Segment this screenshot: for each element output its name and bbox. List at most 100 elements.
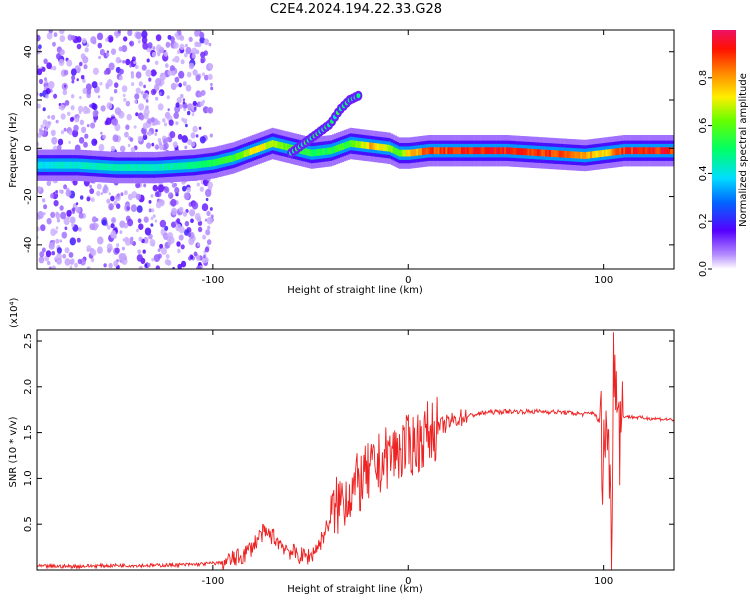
- speckle-mark: [68, 252, 74, 258]
- y-tick-label: 0.5: [23, 516, 34, 532]
- y-tick-label: 2.5: [23, 333, 34, 349]
- speckle-mark: [89, 184, 92, 189]
- x-tick-label: -100: [202, 576, 225, 587]
- ridge-core-mark: [449, 147, 452, 155]
- speckle-mark: [176, 97, 182, 104]
- ridge-core-mark: [191, 161, 194, 169]
- ridge-core-mark: [337, 144, 341, 152]
- speckle-mark: [145, 99, 149, 103]
- speckle-mark: [110, 223, 115, 229]
- speckle-mark: [114, 31, 119, 37]
- ridge-core-mark: [76, 161, 79, 169]
- speckle-mark: [82, 56, 89, 64]
- ridge-core-mark: [85, 162, 88, 170]
- colorbar-tick-label: 0.2: [698, 213, 709, 229]
- speckle-mark: [182, 101, 186, 105]
- figure-title: C2E4.2024.194.22.33.G28: [269, 2, 443, 17]
- speckle-mark: [164, 186, 170, 194]
- speckle-mark: [146, 58, 150, 63]
- ridge-core-mark: [394, 147, 397, 155]
- speckle-mark: [127, 218, 134, 227]
- speckle-mark: [78, 137, 85, 144]
- ridge-core-mark: [209, 159, 212, 167]
- speckle-mark: [90, 36, 97, 44]
- ridge-core-mark: [312, 149, 315, 157]
- ridge-core-mark: [410, 149, 413, 157]
- speckle-mark: [86, 124, 90, 128]
- speckle-mark: [66, 111, 71, 117]
- speckle-mark: [105, 37, 109, 42]
- speckle-mark: [124, 131, 129, 138]
- ridge-core-mark: [666, 147, 669, 155]
- ridge-core-mark: [400, 149, 403, 157]
- speckle-mark: [119, 145, 126, 153]
- ridge-core-mark: [187, 162, 190, 169]
- colorbar-tick-label: 0.6: [698, 118, 709, 134]
- speckle-mark: [79, 195, 84, 200]
- speckle-mark: [138, 81, 143, 87]
- speckle-mark: [151, 51, 157, 58]
- speckle-mark: [167, 241, 172, 246]
- speckle-mark: [202, 234, 207, 240]
- speckle-mark: [51, 265, 56, 269]
- ridge-core-mark: [429, 147, 432, 155]
- speckle-mark: [37, 186, 42, 192]
- speckle-mark: [63, 217, 70, 226]
- speckle-mark: [96, 190, 101, 197]
- speckle-mark: [122, 60, 125, 64]
- speckle-mark: [182, 185, 187, 192]
- ridge-core-mark: [158, 164, 161, 171]
- ridge-core-mark: [101, 163, 104, 171]
- ridge-core-mark: [672, 147, 674, 155]
- ridge-core-mark: [515, 147, 518, 155]
- speckle-mark: [154, 219, 158, 223]
- speckle-mark: [166, 95, 170, 100]
- ridge-core-mark: [80, 162, 83, 169]
- ridge-core-mark: [597, 150, 600, 158]
- ridge-core-mark: [599, 150, 602, 157]
- speckle-mark: [182, 211, 188, 217]
- speckle-mark: [125, 124, 130, 130]
- speckle-mark: [125, 58, 131, 66]
- speckle-mark: [120, 192, 124, 197]
- speckle-mark: [51, 136, 58, 145]
- speckle-mark: [209, 207, 213, 211]
- ridge-core-mark: [68, 161, 71, 169]
- speckle-mark: [145, 69, 152, 77]
- speckle-mark: [69, 265, 73, 269]
- speckle-mark: [145, 105, 149, 110]
- ridge-core-mark: [523, 148, 526, 156]
- ridge-core-mark: [590, 151, 593, 159]
- ridge-core-mark: [443, 147, 446, 155]
- ridge-core-mark: [289, 144, 292, 152]
- ridge-core-mark: [173, 163, 176, 170]
- ridge-core-mark: [330, 147, 333, 155]
- speckle-mark: [127, 143, 131, 148]
- speckle-mark: [37, 68, 43, 76]
- ridge-core-mark: [574, 151, 577, 159]
- ridge-core-mark: [142, 164, 145, 171]
- ridge-core-mark: [455, 147, 458, 155]
- speckle-mark: [91, 81, 98, 89]
- speckle-mark: [137, 218, 142, 223]
- ridge-core-mark: [652, 147, 655, 155]
- speckle-mark: [196, 182, 200, 187]
- ridge-core-mark: [58, 161, 61, 169]
- speckle-mark: [185, 123, 188, 128]
- ridge-core-mark: [271, 140, 274, 147]
- speckle-mark: [60, 211, 67, 220]
- speckle-mark: [193, 251, 198, 257]
- speckle-mark: [159, 243, 164, 249]
- speckle-mark: [97, 42, 103, 49]
- speckle-mark: [173, 42, 179, 49]
- speckle-mark: [129, 137, 134, 143]
- speckle-mark: [75, 202, 79, 206]
- x-tick-label: 0: [405, 275, 411, 286]
- speckle-mark: [198, 91, 203, 98]
- ridge-core-mark: [490, 147, 493, 155]
- speckle-mark: [191, 113, 195, 117]
- ridge-core-mark: [404, 149, 407, 157]
- ridge-core-mark: [613, 148, 616, 156]
- speckle-mark: [143, 183, 147, 188]
- speckle-mark: [122, 238, 126, 242]
